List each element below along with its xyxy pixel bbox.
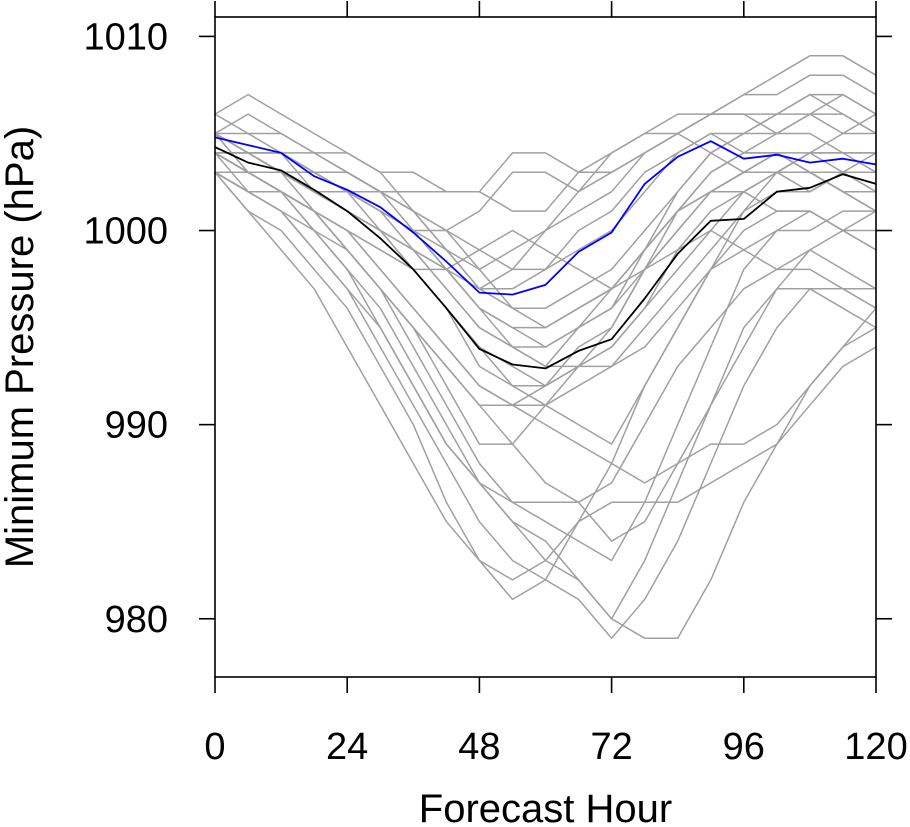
ensemble-member-line-22 bbox=[214, 171, 876, 290]
ensemble-member-line-21 bbox=[214, 132, 877, 232]
ensemble-member-line-30 bbox=[214, 132, 876, 329]
y-tick-labels: 980 990 1000 1010 bbox=[83, 16, 168, 640]
ensemble-member-line-28 bbox=[215, 171, 876, 406]
ensemble-member-line-29 bbox=[215, 152, 876, 348]
y-tick-label-980: 980 bbox=[105, 599, 168, 641]
x-tick-labels: 0 24 48 72 96 120 bbox=[204, 726, 907, 768]
y-tick-label-1000: 1000 bbox=[83, 211, 168, 253]
ensemble-member-line-24 bbox=[215, 93, 877, 212]
ensemble-member-line-9 bbox=[214, 152, 877, 445]
ensemble-member-line-18 bbox=[214, 133, 877, 504]
x-tick-label-120: 120 bbox=[844, 726, 907, 768]
x-tick-label-48: 48 bbox=[458, 726, 500, 768]
x-tick-label-0: 0 bbox=[204, 726, 225, 768]
ensemble-member-line-19 bbox=[214, 74, 877, 290]
series-line-2 bbox=[214, 146, 877, 370]
axis-ticks bbox=[199, 1, 892, 693]
ensemble-member-line-15 bbox=[214, 171, 877, 581]
y-tick-label-990: 990 bbox=[105, 405, 168, 447]
series-line-1 bbox=[214, 136, 877, 296]
ensemble-member-line-20 bbox=[214, 55, 877, 193]
ensemble-member-line-13 bbox=[214, 152, 877, 639]
x-tick-label-24: 24 bbox=[326, 726, 368, 768]
highlighted-series bbox=[214, 136, 877, 370]
ensemble-member-line-16 bbox=[214, 132, 876, 542]
ensemble-member-line-25 bbox=[214, 113, 877, 368]
ensemble-member-line-26 bbox=[214, 93, 877, 309]
ensemble-member-line-17 bbox=[214, 152, 877, 484]
y-tick-label-1010: 1010 bbox=[83, 16, 168, 58]
ensemble-member-line-14 bbox=[214, 171, 877, 639]
ensemble-member-line-23 bbox=[214, 152, 877, 329]
ensemble-lines bbox=[214, 55, 877, 639]
ensemble-member-line-8 bbox=[215, 152, 877, 445]
x-tick-label-96: 96 bbox=[723, 726, 765, 768]
x-tick-label-72: 72 bbox=[590, 726, 632, 768]
y-axis-title: Minimum Pressure (hPa) bbox=[0, 126, 42, 568]
ensemble-member-line-3 bbox=[214, 93, 877, 271]
x-axis-title: Forecast Hour bbox=[419, 787, 672, 827]
ensemble-member-line-5 bbox=[214, 132, 876, 348]
plot-frame bbox=[214, 16, 877, 678]
